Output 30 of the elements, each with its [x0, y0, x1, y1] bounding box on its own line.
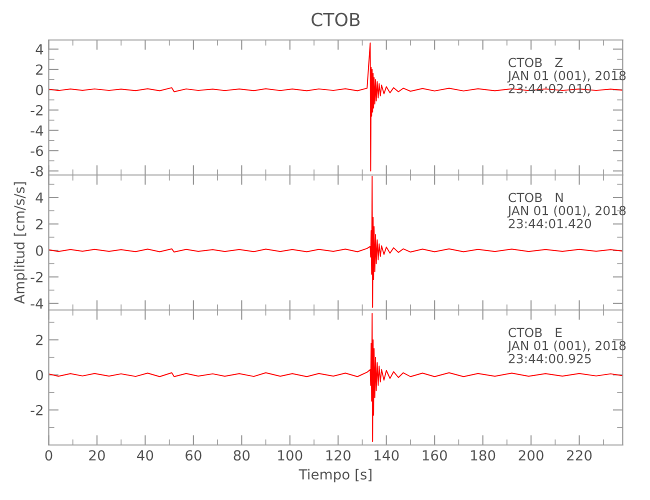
y-tick-label: -6	[30, 146, 44, 156]
y-tick-label: 0	[36, 84, 43, 96]
y-tick-label: -4	[30, 298, 44, 309]
x-tick-label: 120	[326, 450, 350, 461]
x-tick-label: 60	[186, 450, 202, 461]
x-tick-label: 200	[518, 450, 544, 461]
y-tick-label: -2	[30, 105, 42, 116]
x-tick-label: 100	[278, 450, 302, 461]
y-tick-label: -2	[30, 404, 42, 416]
y-tick-label: -8	[30, 166, 43, 176]
y-tick-label: 2	[36, 64, 42, 75]
x-tick-label: 20	[89, 450, 105, 461]
y-tick-label: 2	[36, 334, 42, 346]
x-tick-label: 180	[471, 450, 496, 461]
y-tick-label: 0	[36, 370, 43, 380]
y-tick-label: 2	[36, 218, 42, 230]
x-axis-title: Tiempo [s]	[298, 468, 372, 482]
y-tick-label: -4	[30, 125, 44, 136]
x-tick-label: 0	[45, 450, 52, 461]
y-tick-label: -2	[30, 272, 42, 282]
chart-title: CTOB	[312, 12, 360, 26]
x-tick-label: 40	[137, 450, 154, 461]
x-tick-label: 80	[234, 450, 250, 461]
x-tick-label: 140	[374, 450, 399, 461]
y-tick-label: 0	[36, 245, 43, 256]
y-tick-label: 4	[36, 44, 44, 54]
y-tick-label: 4	[36, 192, 44, 203]
y-axis-title: Amplitud [cm/s/s]	[14, 182, 28, 304]
x-tick-label: 160	[422, 450, 447, 461]
x-tick-label: 220	[567, 450, 592, 461]
